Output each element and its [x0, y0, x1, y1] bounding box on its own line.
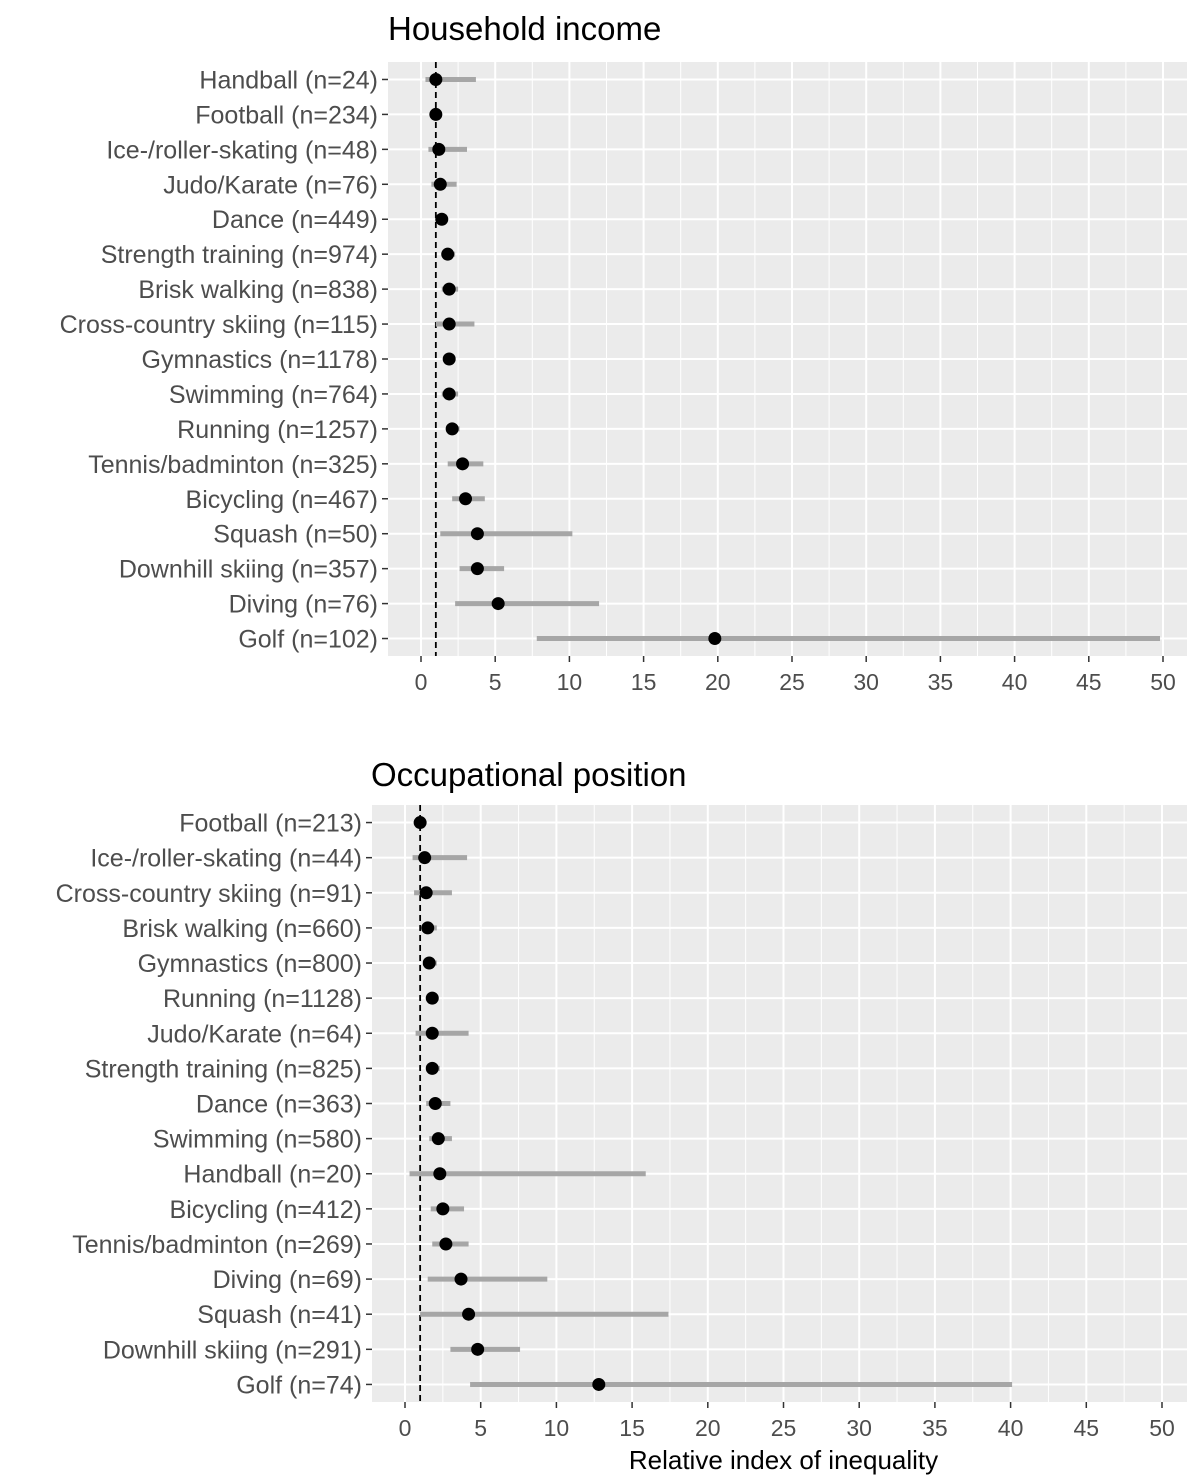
occupational-position-chart: Occupational position Football (n=213) Ic… [56, 756, 1187, 1441]
chart-title: Household income [388, 10, 661, 47]
category-label: Bicycling (n=412) [170, 1196, 362, 1224]
household-income-chart: Household income Handball (n=24) Football… [60, 10, 1187, 695]
category-label: Squash (n=50) [213, 521, 378, 549]
category-label: Football (n=234) [195, 101, 378, 129]
point-judo-karate [433, 177, 447, 191]
point-diving [454, 1272, 468, 1286]
point-strength-training [425, 1061, 439, 1075]
category-label: Dance (n=449) [212, 206, 378, 234]
category-label: Judo/Karate (n=64) [147, 1020, 362, 1048]
point-cross-country-skiing [419, 886, 433, 900]
category-label: Ice-/roller-skating (n=44) [90, 845, 362, 873]
x-tick-label: 25 [779, 669, 805, 695]
point-gymnastics [442, 352, 456, 366]
category-label: Diving (n=76) [229, 591, 378, 619]
category-label: Judo/Karate (n=76) [163, 171, 378, 199]
category-label: Gymnastics (n=800) [138, 950, 362, 978]
point-judo-karate [425, 1026, 439, 1040]
point-running [425, 991, 439, 1005]
point-swimming [442, 387, 456, 401]
category-label: Handball (n=20) [183, 1161, 362, 1189]
x-tick-label: 45 [1076, 669, 1102, 695]
x-axis-label: Relative index of inequality [629, 1445, 938, 1475]
x-tick-label: 10 [544, 1415, 570, 1441]
point-dance [428, 1097, 442, 1110]
point-football [429, 107, 443, 121]
x-tick-label: 35 [922, 1415, 948, 1441]
x-tick-label: 5 [489, 669, 502, 695]
category-label: Cross-country skiing (n=115) [60, 311, 378, 339]
point-golf [708, 632, 722, 646]
category-label: Running (n=1257) [177, 416, 378, 444]
x-tick-label: 20 [705, 669, 731, 695]
point-handball [433, 1167, 447, 1181]
x-tick-label: 15 [631, 669, 657, 695]
category-label: Diving (n=69) [213, 1266, 362, 1294]
point-handball [429, 72, 443, 86]
x-tick-label: 0 [399, 1415, 412, 1441]
category-label: Football (n=213) [179, 810, 362, 838]
x-tick-label: 40 [1002, 669, 1028, 695]
point-golf [592, 1377, 606, 1391]
category-label: Swimming (n=764) [169, 381, 378, 409]
category-label: Dance (n=363) [196, 1091, 362, 1119]
x-tick-label: 5 [474, 1415, 487, 1441]
point-squash [470, 527, 484, 541]
category-label: Ice-/roller-skating (n=48) [106, 136, 378, 164]
point-bicycling [459, 492, 473, 506]
x-tick-label: 20 [695, 1415, 721, 1441]
category-label: Strength training (n=974) [101, 241, 378, 269]
category-label: Golf (n=74) [236, 1371, 362, 1399]
category-label: Strength training (n=825) [85, 1055, 362, 1083]
x-tick-label: 10 [557, 669, 583, 695]
point-diving [491, 597, 505, 611]
x-tick-label: 45 [1074, 1415, 1100, 1441]
point-gymnastics [422, 956, 436, 970]
category-label: Brisk walking (n=838) [138, 276, 378, 304]
point-running [445, 422, 459, 436]
point-strength-training [441, 247, 455, 261]
x-tick-label: 25 [771, 1415, 797, 1441]
point-swimming [431, 1132, 445, 1146]
x-tick-label: 40 [998, 1415, 1024, 1441]
x-tick-label: 50 [1149, 1415, 1175, 1441]
point-dance [435, 212, 449, 226]
point-brisk-walking [421, 921, 435, 935]
point-football [413, 816, 427, 830]
x-tick-label: 50 [1150, 669, 1176, 695]
point-tennis-badminton [456, 457, 470, 471]
x-tick-label: 0 [415, 669, 428, 695]
category-label: Downhill skiing (n=357) [119, 556, 378, 584]
category-label: Cross-country skiing (n=91) [56, 880, 362, 908]
x-tick-label: 35 [928, 669, 954, 695]
x-tick-label: 30 [853, 669, 879, 695]
x-tick-label: 15 [619, 1415, 645, 1441]
category-label: Swimming (n=580) [153, 1126, 362, 1154]
category-label: Gymnastics (n=1178) [142, 346, 378, 374]
point-ice-roller-skating [418, 851, 432, 865]
category-label: Bicycling (n=467) [186, 486, 378, 514]
point-bicycling [436, 1202, 450, 1216]
point-downhill-skiing [471, 1342, 485, 1356]
category-label: Brisk walking (n=660) [122, 915, 362, 943]
category-label: Handball (n=24) [199, 66, 378, 94]
gridlines [388, 62, 1187, 656]
point-downhill-skiing [470, 562, 484, 576]
category-label: Golf (n=102) [238, 626, 378, 654]
category-label: Running (n=1128) [163, 985, 362, 1013]
chart-title: Occupational position [371, 756, 687, 793]
point-brisk-walking [442, 282, 456, 296]
category-label: Squash (n=41) [197, 1301, 362, 1329]
point-squash [462, 1307, 476, 1321]
category-label: Tennis/badminton (n=269) [72, 1231, 362, 1259]
point-tennis-badminton [439, 1237, 453, 1251]
point-ice-roller-skating [432, 142, 446, 156]
x-tick-label: 30 [846, 1415, 872, 1441]
category-label: Tennis/badminton (n=325) [88, 451, 378, 479]
point-cross-country-skiing [442, 317, 456, 331]
category-label: Downhill skiing (n=291) [103, 1336, 362, 1364]
